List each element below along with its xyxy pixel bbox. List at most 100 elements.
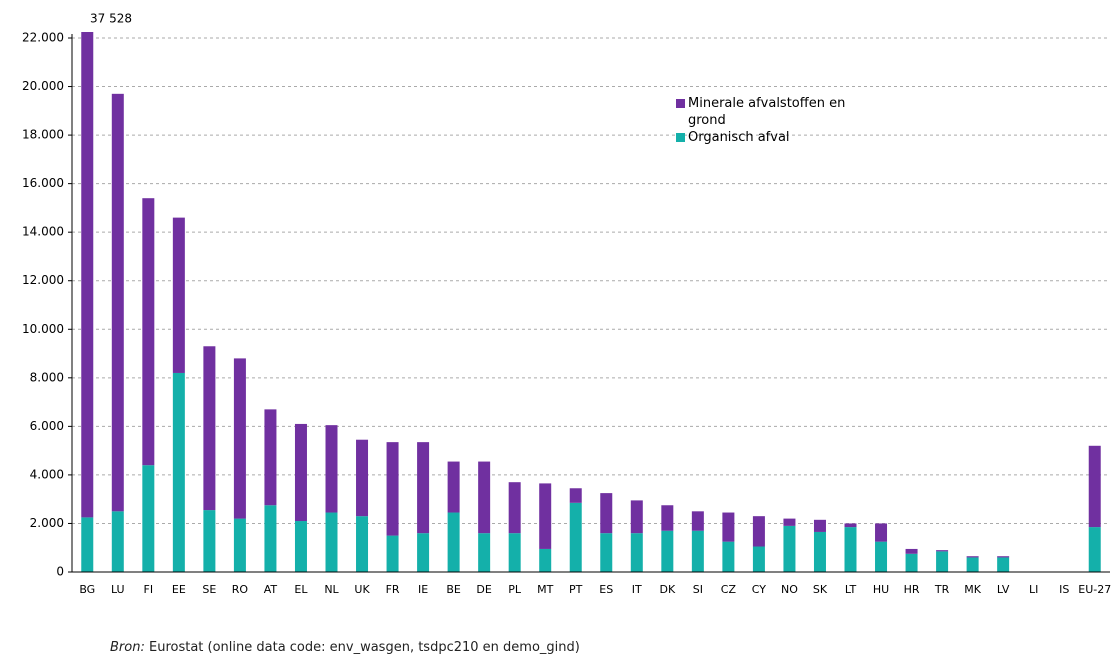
x-tick-label: MK [964,583,981,596]
y-tick-label: 4.000 [30,467,64,481]
x-tick-label: IS [1059,583,1069,596]
bar-segment [508,482,521,534]
bar-segment [233,358,246,519]
x-tick-label: NO [781,583,798,596]
y-tick-label: 6.000 [30,419,64,433]
x-tick-label: CZ [721,583,737,596]
x-tick-label: SE [202,583,216,596]
source: Bron: Eurostat (online data code: env_wa… [110,640,580,655]
legend-label: Organisch afval [688,130,790,145]
bar-segment [600,493,613,534]
bar-segment [81,32,94,518]
y-tick-label: 10.000 [22,322,64,336]
x-tick-label: EU-27 [1078,583,1111,596]
bar-segment [356,516,369,572]
x-tick-label: DK [659,583,675,596]
bar-segment [203,346,216,511]
bar-segment [294,521,307,572]
bar-segment [81,517,94,572]
bar-segment [813,519,826,532]
x-tick-label: NL [324,583,339,596]
x-tick-label: PT [569,583,583,596]
x-tick-label: IE [418,583,428,596]
chart: 0 2.000 4.000 6.000 8.000 10.000 12.000 14.000 1… [22,12,1111,597]
bar-segment [691,511,704,531]
bar-segment [233,518,246,572]
bar-segment [325,425,338,513]
x-tick-label: CY [752,583,766,596]
bar-segment [875,541,888,572]
x-tick-label: UK [354,583,370,596]
bar-segment [417,442,430,534]
bar-segment [447,512,460,572]
bar-segment [875,523,888,542]
x-tick-label: FR [386,583,400,596]
x-tick-label: BG [79,583,95,596]
bar-segment [844,527,857,572]
bar-segment [478,461,491,534]
bar-segment [1088,445,1101,528]
bar-segment [752,516,765,547]
bar-segment [417,533,430,572]
bar-segment [661,505,674,531]
x-tick-label: SK [813,583,828,596]
bar-segment [722,512,735,542]
bar-segment [111,511,124,572]
source-text: Eurostat (online data code: env_wasgen, … [148,640,580,655]
bar-segment [539,483,552,549]
bar-segment [997,556,1010,558]
x-tick-label: TR [934,583,950,596]
x-tick-label: BE [446,583,461,596]
bar-segment [783,518,796,526]
bar-segment [722,541,735,572]
source-label: Bron: [110,640,145,655]
legend-item: Minerale afvalstoffen en grond [676,95,876,129]
bar-segment [966,556,979,558]
bar-segment [936,550,949,552]
bar-segment [264,505,277,572]
x-tick-label: HU [873,583,889,596]
bar-segment [172,217,185,373]
bar-segment [294,423,307,522]
bar-segment [661,530,674,572]
x-tick-label: FI [144,583,154,596]
bar-segment [569,502,582,572]
bar-segment [691,530,704,572]
x-tick-label: HR [904,583,920,596]
x-tick-label: AT [264,583,278,596]
x-tick-label: ES [599,583,613,596]
bar-segment [386,535,399,572]
x-tick-label: LT [845,583,857,596]
bar-segment [478,533,491,572]
bar-segment [783,525,796,572]
y-tick-label: 14.000 [22,225,64,239]
bar-segment [325,512,338,572]
x-tick-label: DE [476,583,491,596]
bar-segment [447,461,460,513]
bar-segment [997,557,1010,572]
legend: Minerale afvalstoffen en grond Organisch … [676,95,876,146]
x-tick-label: EL [294,583,308,596]
y-tick-label: 20.000 [22,79,64,93]
bar-segment [905,548,918,554]
bar-segment [264,409,277,506]
bar-segment [600,533,613,572]
bar-segment [172,372,185,572]
y-tick-label: 12.000 [22,273,64,287]
legend-swatch [676,133,685,142]
bar-segment [508,533,521,572]
bar-segment [936,551,949,572]
x-tick-label: LV [997,583,1010,596]
x-tick-label: LI [1029,583,1038,596]
bar-segment [813,531,826,572]
legend-item: Organisch afval [676,129,876,146]
bar-segment [142,465,155,572]
y-tick-label: 2.000 [30,516,64,530]
x-tick-label: EE [172,583,186,596]
bar-segment [142,198,155,466]
bar-segment [752,546,765,572]
bar-segment [203,510,216,572]
bar-segment [966,557,979,572]
x-tick-label: MT [537,583,553,596]
